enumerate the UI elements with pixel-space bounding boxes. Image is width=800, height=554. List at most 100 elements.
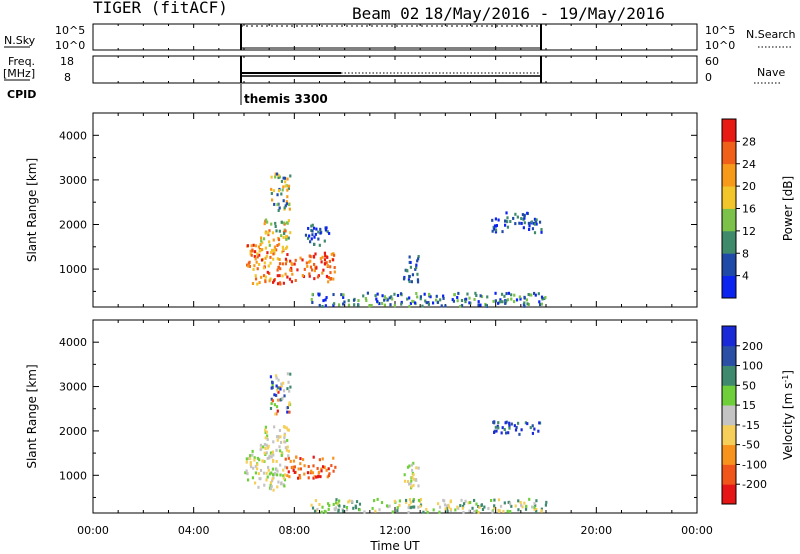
data-cell [499,300,502,304]
data-cell [271,479,274,483]
data-cell [278,175,281,179]
data-cell [276,268,279,272]
data-cell [494,291,497,295]
data-cell [286,445,289,449]
data-cell [321,457,324,461]
data-cell [352,506,355,510]
data-cell [252,466,255,470]
data-cell [468,301,471,305]
data-cell [276,409,279,413]
data-cell [275,172,279,176]
data-cell [268,243,271,247]
data-cell [334,501,338,505]
data-cell [302,275,306,279]
data-cell [444,304,447,308]
data-cell [411,273,415,277]
data-cell [337,303,341,307]
colorbar-tick-label: 16 [742,203,756,216]
data-cell [257,485,260,489]
data-cell [309,240,312,244]
data-cell [378,302,381,306]
freq-units: [MHz] [3,67,35,80]
data-cell [311,233,314,237]
data-cell [504,223,507,227]
data-cell [381,301,384,305]
data-cell [529,293,532,297]
data-cell [314,232,317,236]
data-cell [413,301,417,305]
data-cell [266,456,269,460]
data-cell [533,507,536,511]
data-cell [325,226,328,230]
data-cell [270,250,273,254]
data-cell [283,484,286,488]
data-cell [530,220,533,224]
data-cell [282,389,286,393]
data-cell [263,442,266,446]
data-cell [523,301,526,305]
data-cell [264,428,267,432]
data-cell [388,504,391,508]
data-cell [526,422,529,426]
data-cell [246,472,249,476]
data-cell [286,195,289,199]
data-cell [269,261,272,265]
data-cell [459,304,462,308]
data-cell [544,295,547,299]
data-cell [507,431,510,435]
data-cell [479,294,482,298]
data-cell [283,433,286,437]
data-cell [466,292,469,296]
data-cell [332,293,335,297]
colorbar-segment [722,141,736,165]
data-cell [389,303,392,307]
data-cell [421,304,424,308]
data-cell [497,421,500,425]
data-cell [376,299,379,303]
data-cell [403,473,406,477]
data-cell [254,464,257,468]
data-cell [538,303,542,307]
data-cell [475,502,478,506]
data-cell [258,477,261,481]
data-cell [279,435,282,439]
data-cell [462,510,465,514]
data-cell [412,472,415,476]
data-cell [277,480,280,484]
data-cell [282,221,285,225]
data-cell [404,498,408,502]
data-cell [280,384,283,388]
data-cell [494,228,498,232]
data-cell [416,295,419,299]
data-cell [285,259,288,263]
data-cell [541,297,544,301]
data-cell [293,465,296,469]
data-cell [408,280,411,284]
data-cell [270,484,273,488]
data-cell [287,456,290,460]
data-cell [506,216,509,220]
data-cell [284,180,287,184]
data-cell [406,465,410,469]
data-cell [417,466,420,470]
data-cell [412,461,415,465]
data-cell [423,292,426,296]
data-cell [474,291,477,295]
data-cell [268,454,271,458]
data-cell [321,465,325,469]
data-cell [523,295,526,299]
data-cell [326,475,329,479]
data-cell [332,277,335,281]
data-cell [312,255,316,259]
data-cell [247,264,250,268]
data-cell [281,262,284,266]
colorbar-segment [722,163,736,187]
data-cell [285,448,289,452]
data-cell [442,294,445,298]
data-cell [328,504,331,508]
y-tick-label: 4000 [59,129,87,142]
data-cell [285,235,288,239]
data-cell [317,230,320,234]
data-cell [263,451,266,455]
data-cell [348,499,351,503]
